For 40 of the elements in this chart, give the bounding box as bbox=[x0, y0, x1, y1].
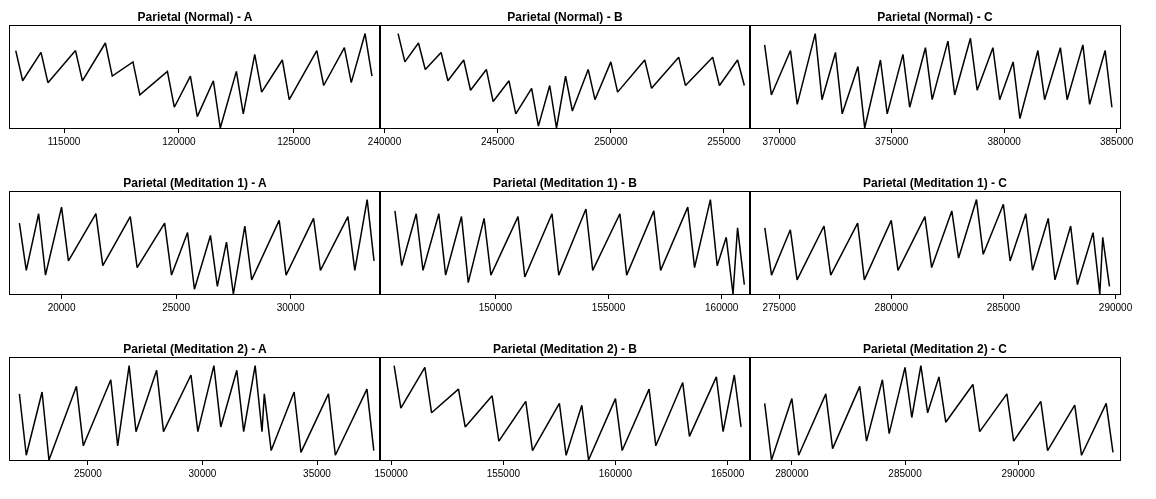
chart-title: Parietal (Meditation 1) - A bbox=[123, 176, 268, 190]
chart-title: Parietal (Meditation 2) - B bbox=[492, 342, 638, 356]
x-tick-label: 150000 bbox=[374, 468, 409, 479]
x-tick-label: 380000 bbox=[987, 136, 1022, 147]
x-tick-label: 285000 bbox=[888, 468, 923, 479]
x-tick-label: 250000 bbox=[594, 136, 628, 147]
x-tick-label: 35000 bbox=[303, 468, 332, 479]
x-tick-label: 255000 bbox=[707, 136, 742, 147]
x-tick-label: 120000 bbox=[162, 136, 197, 147]
x-tick-label: 375000 bbox=[875, 136, 909, 147]
x-tick-label: 165000 bbox=[710, 468, 745, 479]
x-tick-label: 160000 bbox=[598, 468, 633, 479]
x-tick-label: 30000 bbox=[188, 468, 217, 479]
chart-title: Parietal (Normal) - B bbox=[507, 10, 624, 24]
x-tick-label: 20000 bbox=[47, 302, 76, 313]
chart-title: Parietal (Meditation 1) - B bbox=[492, 176, 638, 190]
x-tick-label: 160000 bbox=[705, 302, 739, 313]
chart-title: Parietal (Meditation 1) - C bbox=[862, 176, 1008, 190]
x-tick-label: 25000 bbox=[73, 468, 103, 479]
x-tick-label: 155000 bbox=[591, 302, 626, 313]
x-tick-label: 290000 bbox=[1001, 468, 1036, 479]
x-tick-label: 385000 bbox=[1099, 136, 1134, 147]
x-tick-label: 275000 bbox=[762, 302, 797, 313]
chart-title: Parietal (Normal) - C bbox=[877, 10, 994, 24]
x-tick-label: 25000 bbox=[162, 302, 191, 313]
chart-title: Parietal (Meditation 2) - A bbox=[123, 342, 268, 356]
chart-title: Parietal (Normal) - A bbox=[137, 10, 253, 24]
x-tick-label: 370000 bbox=[762, 136, 797, 147]
x-tick-label: 30000 bbox=[276, 302, 305, 313]
x-tick-label: 155000 bbox=[486, 468, 521, 479]
x-tick-label: 280000 bbox=[775, 468, 809, 479]
chart-title: Parietal (Meditation 2) - C bbox=[862, 342, 1008, 356]
x-tick-label: 115000 bbox=[47, 136, 81, 147]
x-tick-label: 285000 bbox=[986, 302, 1021, 313]
x-tick-label: 245000 bbox=[480, 136, 515, 147]
x-tick-label: 280000 bbox=[874, 302, 909, 313]
x-tick-label: 150000 bbox=[478, 302, 513, 313]
x-tick-label: 240000 bbox=[367, 136, 402, 147]
x-tick-label: 290000 bbox=[1098, 302, 1133, 313]
x-tick-label: 125000 bbox=[277, 136, 311, 147]
